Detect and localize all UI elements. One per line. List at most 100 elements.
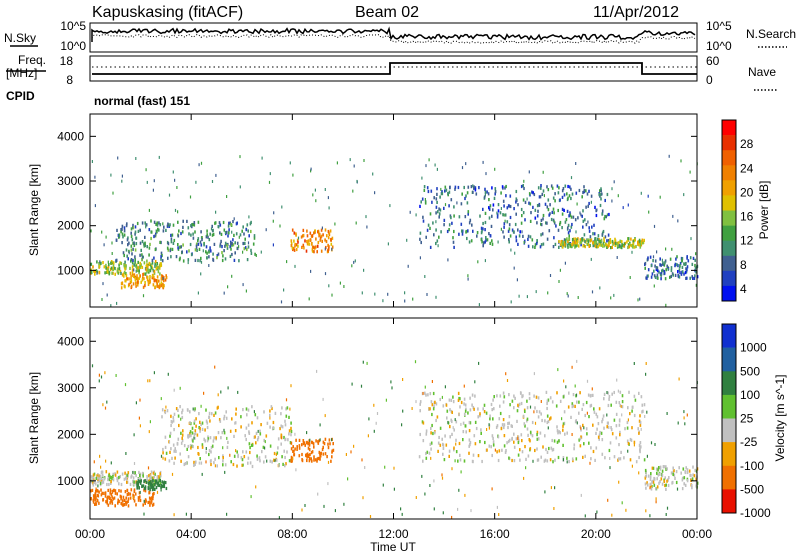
scatter-cell [157, 478, 159, 482]
scatter-cell [522, 414, 525, 418]
scatter-cell [205, 447, 207, 450]
scatter-cell [635, 244, 637, 249]
scatter-cell [236, 221, 238, 225]
scatter-cell [567, 184, 569, 189]
scatter-cell [95, 489, 97, 493]
scatter-cell [179, 405, 181, 409]
scatter-cell [119, 475, 121, 479]
scatter-cell [319, 236, 322, 240]
scatter-cell [562, 456, 565, 460]
scatter-cell [172, 443, 175, 447]
scatter-cell [197, 239, 199, 243]
scatter-cell [149, 269, 152, 273]
scatter-cell [90, 229, 92, 233]
scatter-cell [144, 489, 147, 493]
scatter-cell [419, 432, 421, 437]
scatter-cell [681, 476, 684, 480]
scatter-cell [669, 257, 672, 261]
scatter-cell [429, 442, 432, 446]
scatter-cell [492, 203, 495, 207]
scatter-cell [504, 213, 507, 217]
scatter-cell [595, 446, 598, 450]
scatter-cell [611, 199, 613, 203]
scatter-cell [133, 268, 135, 272]
scatter-cell [553, 220, 555, 223]
scatter-cell [544, 202, 547, 206]
scatter-cell [533, 372, 535, 376]
scatter-cell [165, 276, 168, 280]
colorbar-tick-label: 12 [740, 234, 754, 248]
scatter-cell [132, 479, 134, 483]
scatter-cell [564, 184, 567, 188]
scatter-cell [463, 397, 466, 401]
scatter-cell [280, 442, 282, 446]
scatter-cell [425, 235, 427, 239]
scatter-cell [163, 225, 165, 229]
scatter-cell [496, 213, 499, 217]
scatter-cell [202, 249, 204, 253]
scatter-cell [152, 269, 155, 273]
scatter-cell [503, 395, 506, 399]
scatter-cell [611, 432, 614, 436]
scatter-cell [172, 170, 174, 174]
scatter-cell [310, 451, 313, 455]
scatter-cell [652, 466, 655, 470]
scatter-cell [319, 456, 321, 460]
scatter-cell [593, 223, 595, 227]
scatter-cell [256, 457, 259, 461]
scatter-cell [491, 186, 493, 190]
scatter-cell [232, 220, 234, 224]
scatter-cell [146, 265, 149, 269]
scatter-cell [244, 241, 246, 245]
scatter-cell [190, 253, 193, 257]
scatter-cell [129, 482, 132, 486]
scatter-cell [517, 203, 519, 207]
scatter-cell [130, 284, 133, 288]
scatter-cell [514, 396, 516, 400]
scatter-cell [331, 455, 333, 459]
scatter-cell [670, 268, 673, 273]
scatter-cell [143, 480, 145, 484]
scatter-cell [191, 444, 193, 448]
scatter-cell [425, 393, 427, 397]
scatter-cell [111, 271, 113, 275]
scatter-cell [546, 420, 549, 425]
scatter-cell [294, 447, 296, 451]
scatter-cell [293, 246, 295, 251]
scatter-cell [132, 226, 135, 230]
scatter-cell [477, 454, 480, 458]
scatter-cell [154, 264, 156, 268]
scatter-cell [200, 404, 202, 408]
scatter-cell [638, 431, 640, 435]
scatter-cell [662, 261, 664, 265]
scatter-cell [191, 431, 194, 435]
scatter-cell [483, 195, 486, 199]
scatter-cell [106, 482, 108, 487]
scatter-cell [97, 484, 99, 488]
scatter-cell [150, 480, 152, 484]
scatter-cell [94, 269, 97, 273]
scatter-cell [118, 499, 120, 504]
scatter-cell [435, 205, 438, 209]
scatter-cell [331, 449, 334, 453]
scatter-cell [508, 393, 510, 397]
scatter-cell [118, 235, 121, 239]
scatter-cell [692, 256, 695, 260]
scatter-cell [441, 476, 444, 480]
scatter-cell [651, 480, 653, 484]
scatter-cell [258, 456, 261, 460]
scatter-cell [593, 407, 595, 411]
scatter-cell [136, 280, 139, 284]
scatter-cell [517, 437, 519, 441]
scatter-cell [301, 443, 303, 447]
scatter-cell [192, 232, 194, 236]
scatter-cell [290, 242, 293, 246]
scatter-cell [520, 401, 523, 406]
scatter-cell [685, 267, 687, 271]
scatter-cell [607, 233, 610, 237]
scatter-cell [460, 202, 463, 206]
scatter-cell [174, 447, 176, 451]
scatter-cell [540, 400, 542, 403]
scatter-cell [327, 460, 330, 464]
